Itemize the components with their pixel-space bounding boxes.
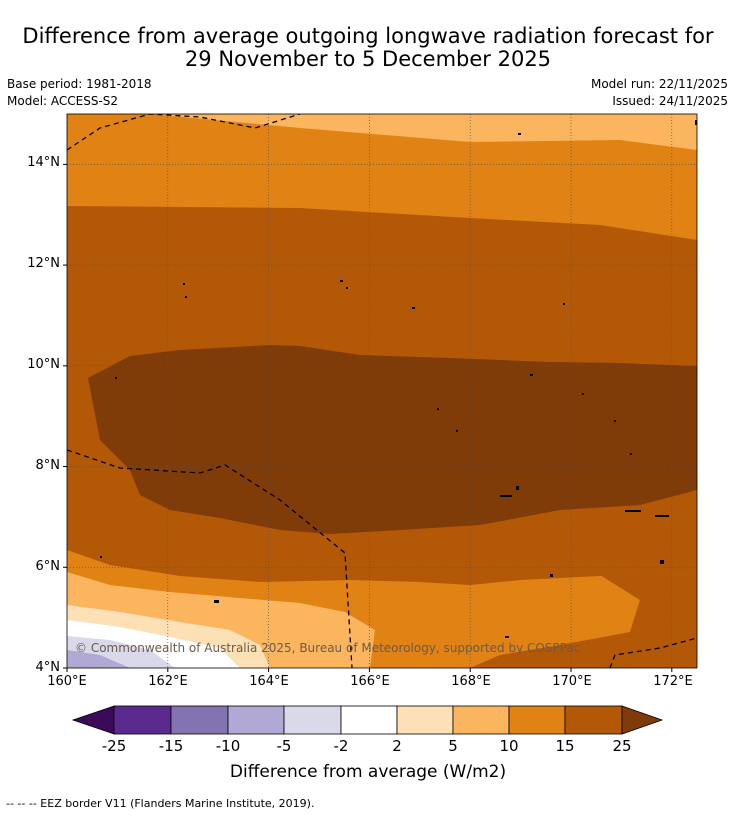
band-gt-25 (88, 345, 697, 534)
map-title-line1: Difference from average outgoing longwav… (22, 24, 714, 48)
colorbar-tick-label: -15 (158, 737, 184, 755)
lat-label-12n: 12°N (27, 256, 60, 271)
graticule (67, 114, 697, 668)
eez-border (67, 114, 697, 668)
colorbar-title: Difference from average (W/m2) (229, 762, 507, 782)
lat-label-4n: 4°N (35, 660, 61, 675)
colorbar-extend-low (71, 705, 115, 735)
lon-label-170e: 170°E (552, 674, 592, 689)
lon-label-164e: 164°E (249, 674, 289, 689)
model-run: Model run: 22/11/2025 (590, 77, 728, 91)
lon-label-168e: 168°E (451, 674, 491, 689)
lat-label-8n: 8°N (35, 458, 61, 473)
band-north-5-10 (67, 114, 697, 150)
lon-label-160e: 160°E (47, 674, 87, 689)
lat-label-14n: 14°N (27, 155, 60, 170)
axis-ticks (63, 163, 673, 672)
band-north-10-15 (67, 114, 697, 240)
colorbar (71, 705, 664, 735)
base-period: Base period: 1981-2018 (7, 77, 152, 91)
colorbar-bin-9 (564, 705, 623, 735)
colorbar-bin-8 (508, 705, 566, 735)
map-frame (66, 113, 698, 669)
lon-label-162e: 162°E (148, 674, 188, 689)
copyright-notice: © Commonwealth of Australia 2025, Bureau… (75, 641, 581, 655)
colorbar-bin-1 (113, 705, 172, 735)
eez-footnote: -- -- -- EEZ border V11 (Flanders Marine… (6, 797, 315, 810)
colorbar-tick-label: -2 (333, 737, 349, 755)
colorbar-extend-high (621, 705, 664, 735)
anomaly-field (67, 114, 697, 668)
colorbar-tick-label: 25 (612, 737, 632, 755)
colorbar-tick-label: 5 (448, 737, 458, 755)
model-name: Model: ACCESS-S2 (7, 94, 119, 108)
lat-label-10n: 10°N (27, 357, 60, 372)
lat-label-6n: 6°N (35, 559, 61, 574)
issued-date: Issued: 24/11/2025 (612, 94, 728, 108)
colorbar-tick-label: -5 (276, 737, 292, 755)
colorbar-tick-label: 2 (392, 737, 402, 755)
colorbar-bin-4 (283, 705, 342, 735)
band-minus-5-10 (67, 650, 130, 668)
colorbar-bin-3 (227, 705, 285, 735)
colorbar-tick-label: 10 (499, 737, 519, 755)
colorbar-tick-label: -25 (101, 737, 127, 755)
lon-label-172e: 172°E (653, 674, 693, 689)
map-title-line2: 29 November to 5 December 2025 (184, 47, 552, 71)
band-southeast-15-25 (470, 574, 697, 668)
colorbar-tick-label: 15 (555, 737, 575, 755)
colorbar-tick-label: -10 (215, 737, 241, 755)
islands (100, 120, 697, 638)
colorbar-bin-6 (396, 705, 454, 735)
colorbar-bin-5 (340, 705, 398, 735)
colorbar-bin-7 (452, 705, 510, 735)
lon-label-166e: 166°E (350, 674, 390, 689)
colorbar-bin-2 (170, 705, 229, 735)
